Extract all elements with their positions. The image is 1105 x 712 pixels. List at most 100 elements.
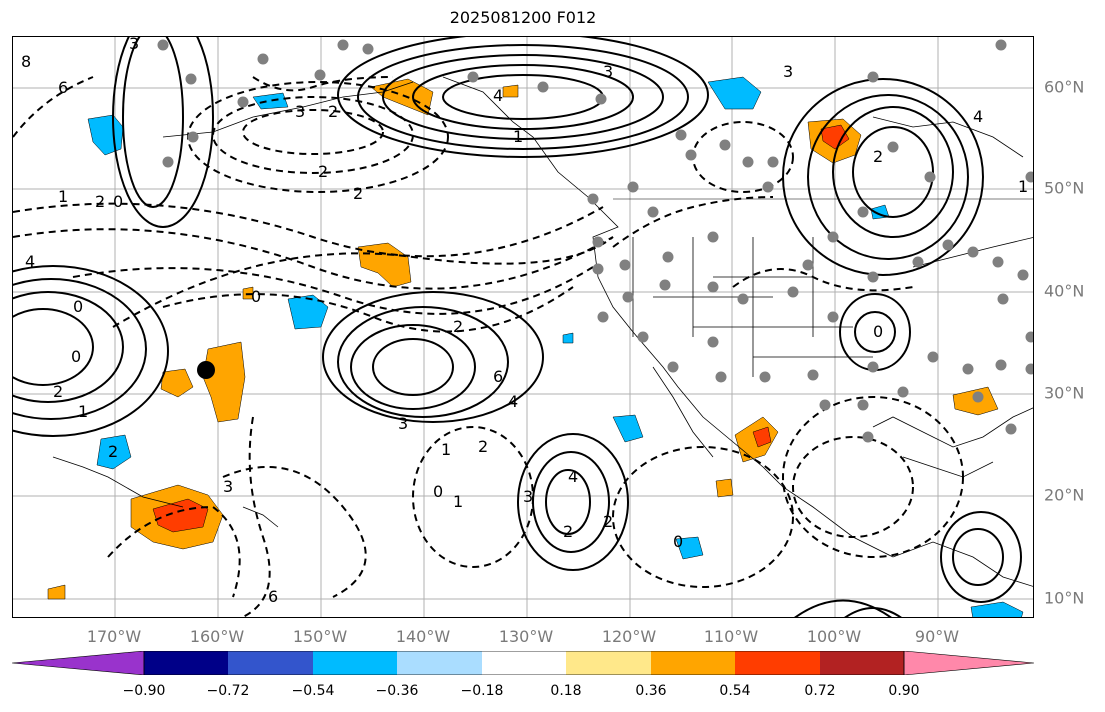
contour-label: 1 [453,492,463,511]
obs-station-dot [912,256,924,268]
contour-label: 2 [603,512,613,531]
contour-label: 2 [108,442,118,461]
contour-label: 4 [568,467,578,486]
contour-label: 1 [1018,177,1028,196]
contour-label: 3 [129,37,139,53]
obs-station-dot [1005,423,1017,435]
contour-label: 1 [78,402,88,421]
contour-label: 3 [398,414,408,433]
positive-contours [13,37,1022,617]
obs-station-dot [997,293,1009,305]
obs-station-dot [707,336,719,348]
obs-station-dot [819,399,831,411]
latitude-label: 40°N [1044,281,1085,301]
obs-station-dot [659,279,671,291]
contour-label: 6 [493,367,503,386]
contour-label: 8 [21,52,31,71]
obs-station-dot [537,81,549,93]
contour-label: 3 [523,487,533,506]
obs-station-dot [715,371,727,383]
contour-label: 1 [58,187,68,206]
contour-label: 1 [441,440,451,459]
latitude-label: 20°N [1044,485,1085,505]
station-pin-marker [197,361,215,379]
obs-station-dot [592,236,604,248]
contour-label: 6 [268,587,278,606]
contour-label: 1 [513,127,523,146]
contour-label: 2 [453,317,463,336]
obs-station-dot [662,251,674,263]
contour-label: 3 [295,102,305,121]
contour-label: 4 [508,392,518,411]
obs-station-dot [897,386,909,398]
obs-station-dot [707,231,719,243]
colorbar-tick-label: −0.36 [375,683,419,699]
contour-label: 4 [493,86,503,105]
obs-station-dot [467,71,479,83]
contour-label: 2 [328,102,338,121]
contour-label: 0 [71,347,81,366]
obs-station-dot [685,149,697,161]
obs-station-dot [827,231,839,243]
colorbar [12,651,1035,675]
contour-label: 2 [95,192,105,211]
colorbar-cell [566,651,651,675]
obs-station-dot [924,171,936,183]
obs-station-dot [337,39,349,51]
coastlines [52,76,1033,587]
obs-station-dot [187,131,199,143]
obs-station-dot [362,43,374,55]
obs-station-dot [857,206,869,218]
obs-station-dot [857,399,869,411]
longitude-label: 130°W [498,627,554,646]
colorbar-cell [735,651,820,675]
contour-label: 0 [251,287,261,306]
obs-station-dot [827,311,839,323]
contour-label: 0 [113,192,123,211]
colorbar-tick-label: 0.36 [635,683,667,699]
observation-markers [157,39,1033,443]
longitude-label: 90°W [914,627,960,646]
colorbar-tick-label: −0.90 [122,683,166,699]
latitude-label: 30°N [1044,383,1085,403]
obs-station-dot [767,156,779,168]
contour-label: 3 [603,62,613,81]
colorbar-extend-max [903,651,1035,675]
obs-station-dot [737,293,749,305]
obs-station-dot [787,286,799,298]
obs-station-dot [1017,269,1029,281]
latitude-label: 10°N [1044,588,1085,608]
colorbar-cell [397,651,482,675]
obs-station-dot [162,156,174,168]
longitude-label: 170°W [86,627,142,646]
obs-station-dot [867,271,879,283]
contour-label: 2 [353,184,363,203]
contour-label: 3 [223,477,233,496]
obs-station-dot [992,256,1004,268]
map-title: 2025081200 F012 [449,8,597,27]
obs-station-dot [1025,331,1033,343]
longitude-label: 160°W [189,627,245,646]
contour-label: 4 [25,252,35,271]
obs-station-dot [1025,363,1033,375]
obs-station-dot [942,239,954,251]
obs-station-dot [927,351,939,363]
colorbar-cell [651,651,735,675]
obs-station-dot [1025,171,1033,183]
colorbar-extend-min [12,651,145,675]
contour-label: 0 [73,297,83,316]
contour-label: 0 [873,322,883,341]
obs-station-dot [967,246,979,258]
negative-anomaly-shading [87,76,1024,617]
contour-label: 2 [873,147,883,166]
colorbar-tick-label: 0.90 [888,683,920,699]
contour-label: 2 [53,382,63,401]
obs-station-dot [802,259,814,271]
obs-station-dot [637,331,649,343]
contour-label: 0 [433,482,443,501]
obs-station-dot [597,311,609,323]
negative-contours [13,76,964,617]
